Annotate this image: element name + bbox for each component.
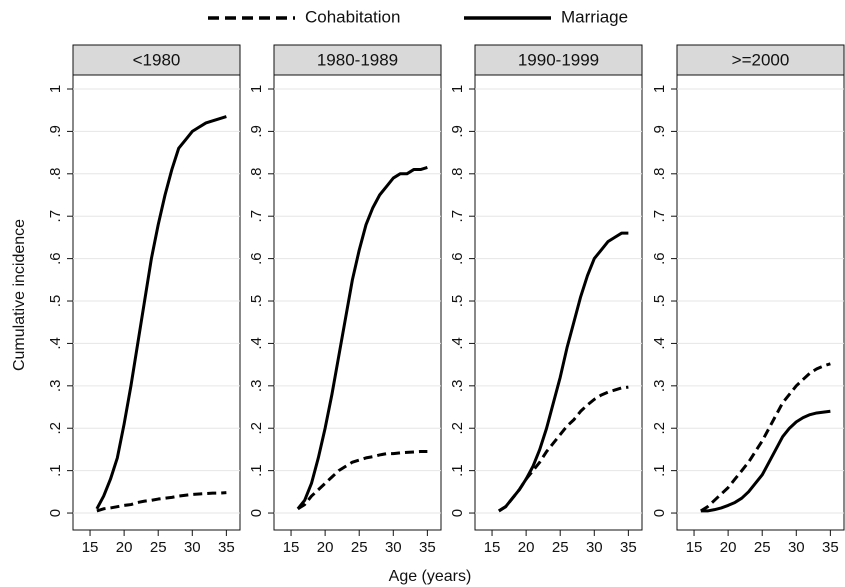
line bbox=[296, 166, 428, 510]
y-tick-label: .1 bbox=[449, 464, 466, 477]
panel-header bbox=[72, 44, 241, 76]
line bbox=[297, 450, 428, 511]
y-tick-label: .8 bbox=[651, 168, 668, 181]
plot-area bbox=[273, 74, 442, 531]
x-tick-label: 15 bbox=[82, 539, 99, 556]
y-tick-label: 0 bbox=[651, 509, 668, 517]
y-tick-label: .7 bbox=[449, 210, 466, 223]
line bbox=[96, 491, 227, 513]
x-tick-label: 25 bbox=[754, 539, 771, 556]
line bbox=[700, 362, 831, 513]
y-tick-label: .9 bbox=[449, 125, 466, 138]
y-tick-label: .2 bbox=[651, 422, 668, 435]
y-tick-label: .5 bbox=[47, 295, 64, 308]
y-tick-label: .1 bbox=[248, 464, 265, 477]
x-tick-label: 30 bbox=[385, 539, 402, 556]
x-tick-label: 35 bbox=[419, 539, 436, 556]
x-tick-label: 30 bbox=[184, 539, 201, 556]
y-tick-label: .5 bbox=[248, 295, 265, 308]
panel-title: >=2000 bbox=[732, 50, 790, 69]
y-tick-label: 0 bbox=[248, 509, 265, 517]
y-tick-label: .8 bbox=[449, 168, 466, 181]
y-tick-label: 0 bbox=[47, 509, 64, 517]
x-tick-label: 25 bbox=[351, 539, 368, 556]
y-tick-label: .4 bbox=[651, 337, 668, 350]
y-tick-label: 1 bbox=[651, 85, 668, 93]
line bbox=[95, 115, 227, 510]
y-tick-label: 1 bbox=[449, 85, 466, 93]
y-tick-label: .3 bbox=[449, 380, 466, 393]
y-tick-label: .6 bbox=[248, 252, 265, 265]
x-tick-label: 25 bbox=[552, 539, 569, 556]
legend-label: Cohabitation bbox=[305, 7, 400, 26]
x-tick-label: 25 bbox=[150, 539, 167, 556]
x-tick-label: 30 bbox=[586, 539, 603, 556]
plot-area bbox=[474, 74, 643, 531]
y-tick-label: .6 bbox=[47, 252, 64, 265]
y-tick-label: .2 bbox=[47, 422, 64, 435]
y-tick-label: .7 bbox=[47, 210, 64, 223]
y-tick-label: .4 bbox=[248, 337, 265, 350]
x-axis-label: Age (years) bbox=[389, 568, 472, 585]
y-tick-label: .3 bbox=[248, 380, 265, 393]
y-tick-label: .3 bbox=[651, 380, 668, 393]
y-tick-label: .5 bbox=[449, 295, 466, 308]
y-tick-label: 1 bbox=[248, 85, 265, 93]
plot-area bbox=[676, 74, 845, 531]
line bbox=[498, 231, 629, 513]
y-tick-label: .5 bbox=[651, 295, 668, 308]
x-tick-label: 35 bbox=[822, 539, 839, 556]
y-tick-label: .2 bbox=[248, 422, 265, 435]
y-tick-label: 1 bbox=[47, 85, 64, 93]
legend-label: Marriage bbox=[561, 7, 628, 26]
y-tick-label: .6 bbox=[449, 252, 466, 265]
panel-header bbox=[676, 44, 845, 76]
panel-header bbox=[474, 44, 643, 76]
x-tick-label: 35 bbox=[218, 539, 235, 556]
x-tick-label: 20 bbox=[518, 539, 535, 556]
x-tick-label: 20 bbox=[116, 539, 133, 556]
panel-title: 1980-1989 bbox=[317, 50, 398, 69]
y-tick-label: 0 bbox=[449, 509, 466, 517]
y-axis-label: Cumulative incidence bbox=[11, 219, 28, 371]
y-tick-label: .8 bbox=[47, 168, 64, 181]
y-tick-label: .9 bbox=[651, 125, 668, 138]
y-tick-label: .1 bbox=[651, 464, 668, 477]
panel-title: <1980 bbox=[133, 50, 181, 69]
y-tick-label: .7 bbox=[248, 210, 265, 223]
x-tick-label: 35 bbox=[620, 539, 637, 556]
panel-title: 1990-1999 bbox=[518, 50, 599, 69]
panel-header bbox=[273, 44, 442, 76]
y-tick-label: .3 bbox=[47, 380, 64, 393]
y-tick-label: .9 bbox=[248, 125, 265, 138]
y-tick-label: .2 bbox=[449, 422, 466, 435]
x-tick-label: 15 bbox=[484, 539, 501, 556]
x-tick-label: 15 bbox=[283, 539, 300, 556]
y-tick-label: .7 bbox=[651, 210, 668, 223]
plot-area bbox=[72, 74, 241, 531]
y-tick-label: .4 bbox=[47, 337, 64, 350]
x-tick-label: 20 bbox=[317, 539, 334, 556]
y-tick-label: .9 bbox=[47, 125, 64, 138]
x-tick-label: 20 bbox=[720, 539, 737, 556]
line bbox=[700, 409, 831, 513]
x-tick-label: 15 bbox=[686, 539, 703, 556]
y-tick-label: .4 bbox=[449, 337, 466, 350]
x-tick-label: 30 bbox=[788, 539, 805, 556]
y-tick-label: .8 bbox=[248, 168, 265, 181]
y-tick-label: .6 bbox=[651, 252, 668, 265]
y-tick-label: .1 bbox=[47, 464, 64, 477]
